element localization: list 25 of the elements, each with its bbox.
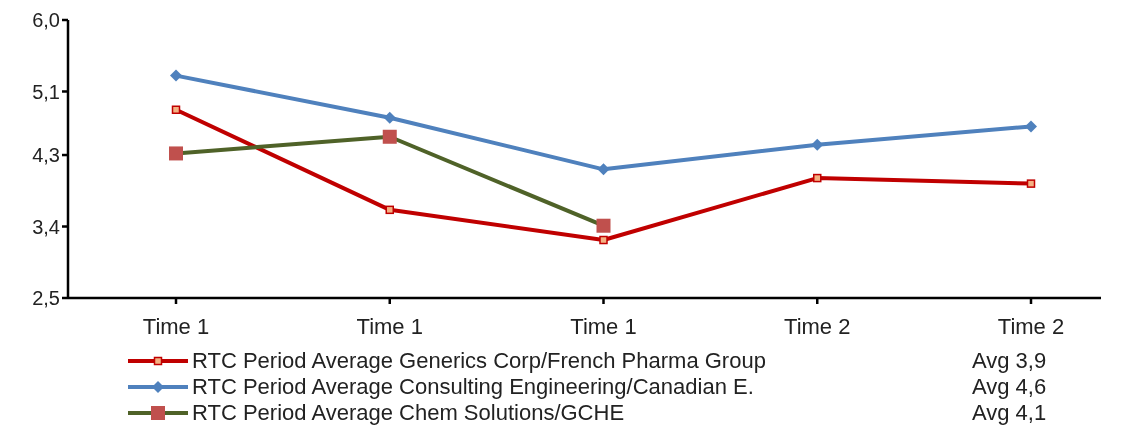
legend-label: RTC Period Average Generics Corp/French Pharma Group: [192, 348, 767, 374]
legend-label: RTC Period Average Consulting Engineering/Canadian E.: [192, 374, 755, 400]
text: Avg 3,9: [972, 348, 1047, 374]
legend-label: RTC Period Average Chem Solutions/GCHE: [192, 400, 626, 426]
point: [170, 69, 182, 82]
x-tick-label: Time 1: [570, 313, 637, 339]
point: [1026, 179, 1036, 188]
point: [597, 163, 610, 176]
y-tick-label: 3,4: [32, 215, 60, 238]
y-tick-label: 6,0: [32, 9, 60, 32]
point: [385, 205, 394, 215]
text: Avg 4,1: [972, 400, 1047, 426]
point: [171, 105, 181, 114]
x-tick-label: Time 1: [142, 313, 210, 339]
y-tick-label: 4,3: [32, 144, 60, 167]
point: [1025, 120, 1037, 133]
point: [383, 111, 396, 124]
point: [813, 173, 822, 183]
x-tick-label: Time 2: [784, 313, 851, 339]
x-tick-label: Time 1: [356, 313, 423, 339]
y-tick-label: 2,5: [32, 287, 60, 310]
x-tick-label: Time 2: [997, 313, 1065, 339]
point: [599, 235, 608, 245]
y-tick-label: 5,1: [32, 80, 60, 103]
text: Avg 4,6: [972, 374, 1047, 400]
